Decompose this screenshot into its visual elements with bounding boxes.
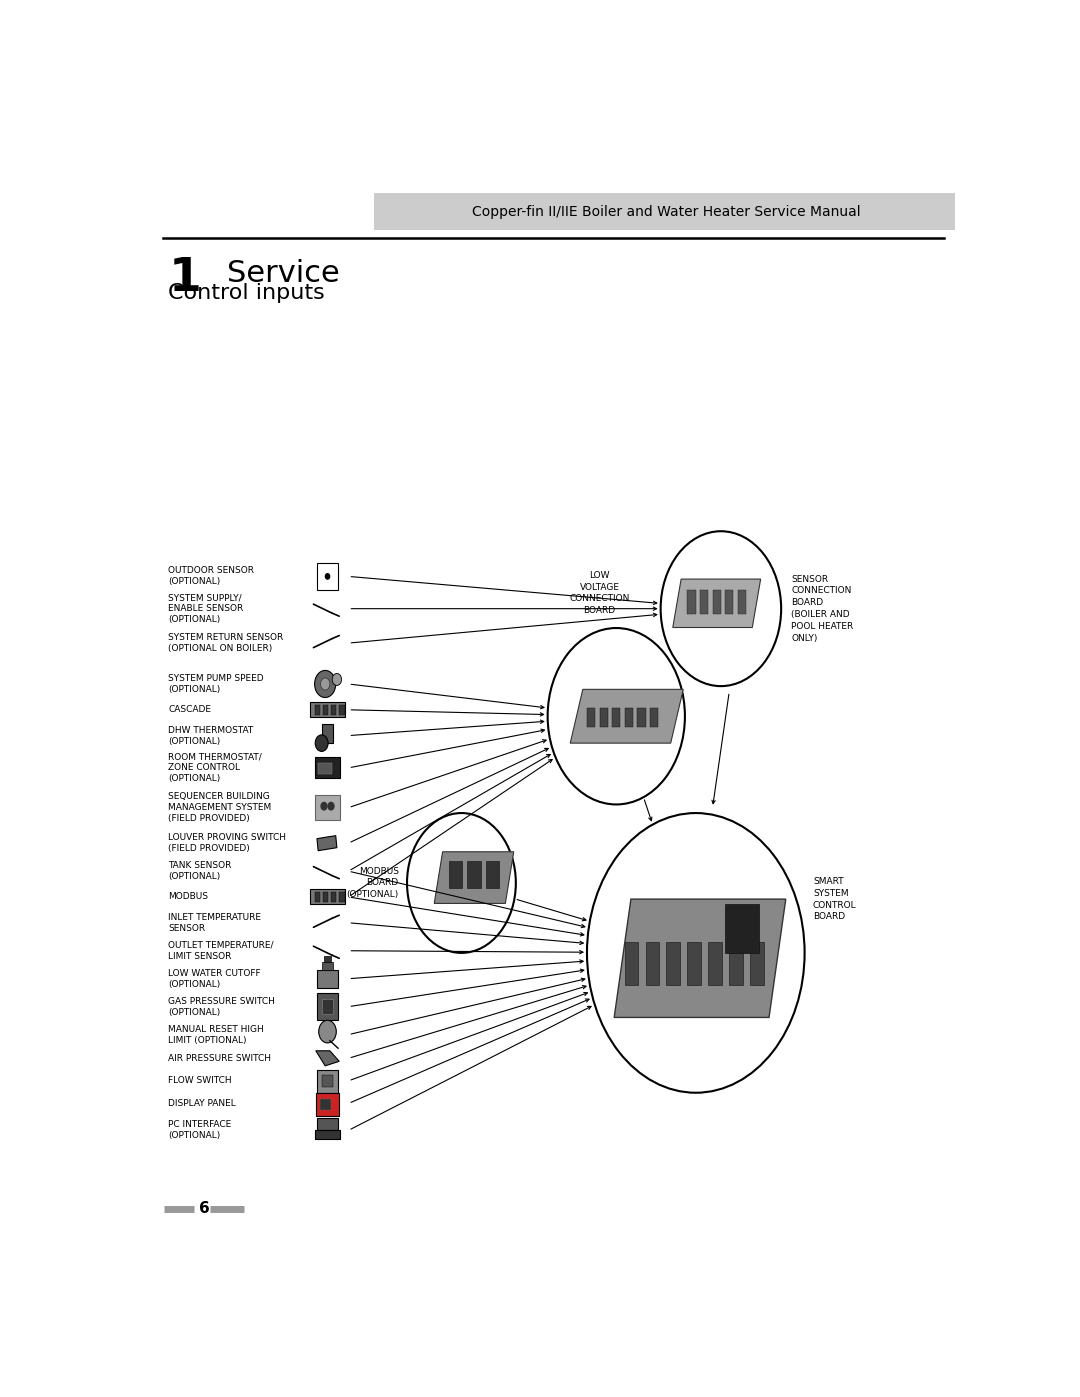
Bar xyxy=(713,591,721,615)
Text: SYSTEM RETURN SENSOR
(OPTIONAL ON BOILER): SYSTEM RETURN SENSOR (OPTIONAL ON BOILER… xyxy=(168,633,284,654)
Text: SYSTEM PUMP SPEED
(OPTIONAL): SYSTEM PUMP SPEED (OPTIONAL) xyxy=(168,673,265,694)
Text: 6: 6 xyxy=(199,1201,210,1217)
Circle shape xyxy=(588,813,805,1092)
Bar xyxy=(650,708,658,726)
Text: DISPLAY PANEL: DISPLAY PANEL xyxy=(168,1099,237,1108)
Circle shape xyxy=(333,673,341,686)
Text: GAS PRESSURE SWITCH
(OPTIONAL): GAS PRESSURE SWITCH (OPTIONAL) xyxy=(168,996,275,1017)
Bar xyxy=(332,891,336,902)
Text: INLET TEMPERATURE
SENSOR: INLET TEMPERATURE SENSOR xyxy=(168,912,261,933)
Bar xyxy=(316,970,338,988)
Bar xyxy=(316,1070,338,1092)
Bar xyxy=(486,862,499,888)
Bar xyxy=(323,891,328,902)
Polygon shape xyxy=(615,900,786,1017)
Circle shape xyxy=(321,802,327,810)
Text: CASCADE: CASCADE xyxy=(168,705,212,714)
Circle shape xyxy=(321,678,329,690)
Bar xyxy=(468,862,481,888)
Text: DHW THERMOSTAT
(OPTIONAL): DHW THERMOSTAT (OPTIONAL) xyxy=(168,725,254,746)
Text: MODBUS: MODBUS xyxy=(168,893,208,901)
Circle shape xyxy=(314,671,336,697)
Bar xyxy=(322,963,334,970)
Bar xyxy=(599,708,608,726)
Text: LOW WATER CUTOFF
(OPTIONAL): LOW WATER CUTOFF (OPTIONAL) xyxy=(168,968,261,989)
Bar xyxy=(624,708,633,726)
FancyBboxPatch shape xyxy=(310,703,346,717)
Bar xyxy=(339,704,345,715)
Bar xyxy=(314,891,320,902)
Text: ROOM THERMOSTAT/
ZONE CONTROL
(OPTIONAL): ROOM THERMOSTAT/ ZONE CONTROL (OPTIONAL) xyxy=(168,752,262,784)
Text: SENSOR
CONNECTION
BOARD
(BOILER AND
POOL HEATER
ONLY): SENSOR CONNECTION BOARD (BOILER AND POOL… xyxy=(792,574,853,643)
Circle shape xyxy=(328,802,334,810)
Bar xyxy=(316,1119,338,1130)
Bar xyxy=(687,591,696,615)
Text: Service: Service xyxy=(227,258,340,288)
Polygon shape xyxy=(315,1051,339,1066)
Bar xyxy=(314,757,340,778)
Bar xyxy=(322,724,334,743)
Bar xyxy=(324,956,332,963)
Bar xyxy=(588,708,595,726)
Bar xyxy=(319,763,333,774)
Bar xyxy=(315,1092,339,1116)
Bar xyxy=(738,591,746,615)
Text: SYSTEM SUPPLY/
ENABLE SENSOR
(OPTIONAL): SYSTEM SUPPLY/ ENABLE SENSOR (OPTIONAL) xyxy=(168,594,244,624)
Circle shape xyxy=(325,574,329,580)
Text: MANUAL RESET HIGH
LIMIT (OPTIONAL): MANUAL RESET HIGH LIMIT (OPTIONAL) xyxy=(168,1024,265,1045)
Text: Control inputs: Control inputs xyxy=(168,282,325,303)
Text: MODBUS
BOARD
(OPTIONAL): MODBUS BOARD (OPTIONAL) xyxy=(347,866,399,900)
Circle shape xyxy=(661,531,781,686)
Text: OUTDOOR SENSOR
(OPTIONAL): OUTDOOR SENSOR (OPTIONAL) xyxy=(168,566,255,587)
FancyBboxPatch shape xyxy=(374,193,956,231)
Polygon shape xyxy=(316,835,337,851)
Text: AIR PRESSURE SWITCH: AIR PRESSURE SWITCH xyxy=(168,1053,271,1063)
Text: FLOW SWITCH: FLOW SWITCH xyxy=(168,1077,232,1085)
Bar xyxy=(314,704,320,715)
Bar xyxy=(314,795,340,820)
Bar xyxy=(323,704,328,715)
Bar xyxy=(700,591,708,615)
Text: LOUVER PROVING SWITCH
(FIELD PROVIDED): LOUVER PROVING SWITCH (FIELD PROVIDED) xyxy=(168,833,286,854)
Bar xyxy=(612,708,620,726)
Bar xyxy=(339,891,345,902)
Bar xyxy=(751,942,764,985)
Bar xyxy=(449,862,462,888)
Text: SMART
SYSTEM
CONTROL
BOARD: SMART SYSTEM CONTROL BOARD xyxy=(813,877,856,921)
Circle shape xyxy=(548,629,685,805)
Bar xyxy=(646,942,659,985)
Bar xyxy=(708,942,721,985)
Bar xyxy=(322,999,334,1014)
Text: OUTLET TEMPERATURE/
LIMIT SENSOR: OUTLET TEMPERATURE/ LIMIT SENSOR xyxy=(168,940,274,961)
Text: PC INTERFACE
(OPTIONAL): PC INTERFACE (OPTIONAL) xyxy=(168,1120,232,1140)
Bar xyxy=(725,904,758,953)
Bar xyxy=(729,942,743,985)
Bar xyxy=(624,942,638,985)
Text: TANK SENSOR
(OPTIONAL): TANK SENSOR (OPTIONAL) xyxy=(168,861,232,882)
Bar xyxy=(725,591,733,615)
Bar xyxy=(666,942,680,985)
Circle shape xyxy=(407,813,516,953)
FancyBboxPatch shape xyxy=(310,890,346,904)
Polygon shape xyxy=(673,580,760,627)
Polygon shape xyxy=(570,689,684,743)
Text: LOW
VOLTAGE
CONNECTION
BOARD: LOW VOLTAGE CONNECTION BOARD xyxy=(569,571,630,615)
Bar xyxy=(637,708,646,726)
Circle shape xyxy=(315,735,328,752)
Bar xyxy=(316,993,338,1020)
Bar xyxy=(321,1099,332,1109)
Polygon shape xyxy=(434,852,514,904)
Bar xyxy=(688,942,701,985)
Text: Copper-fin II/IIE Boiler and Water Heater Service Manual: Copper-fin II/IIE Boiler and Water Heate… xyxy=(472,205,861,219)
Bar xyxy=(322,1074,334,1087)
Text: 1: 1 xyxy=(168,256,201,300)
Text: SEQUENCER BUILDING
MANAGEMENT SYSTEM
(FIELD PROVIDED): SEQUENCER BUILDING MANAGEMENT SYSTEM (FI… xyxy=(168,792,272,823)
Bar xyxy=(332,704,336,715)
Bar xyxy=(314,1130,340,1140)
Circle shape xyxy=(319,1020,336,1044)
Bar xyxy=(316,563,338,590)
